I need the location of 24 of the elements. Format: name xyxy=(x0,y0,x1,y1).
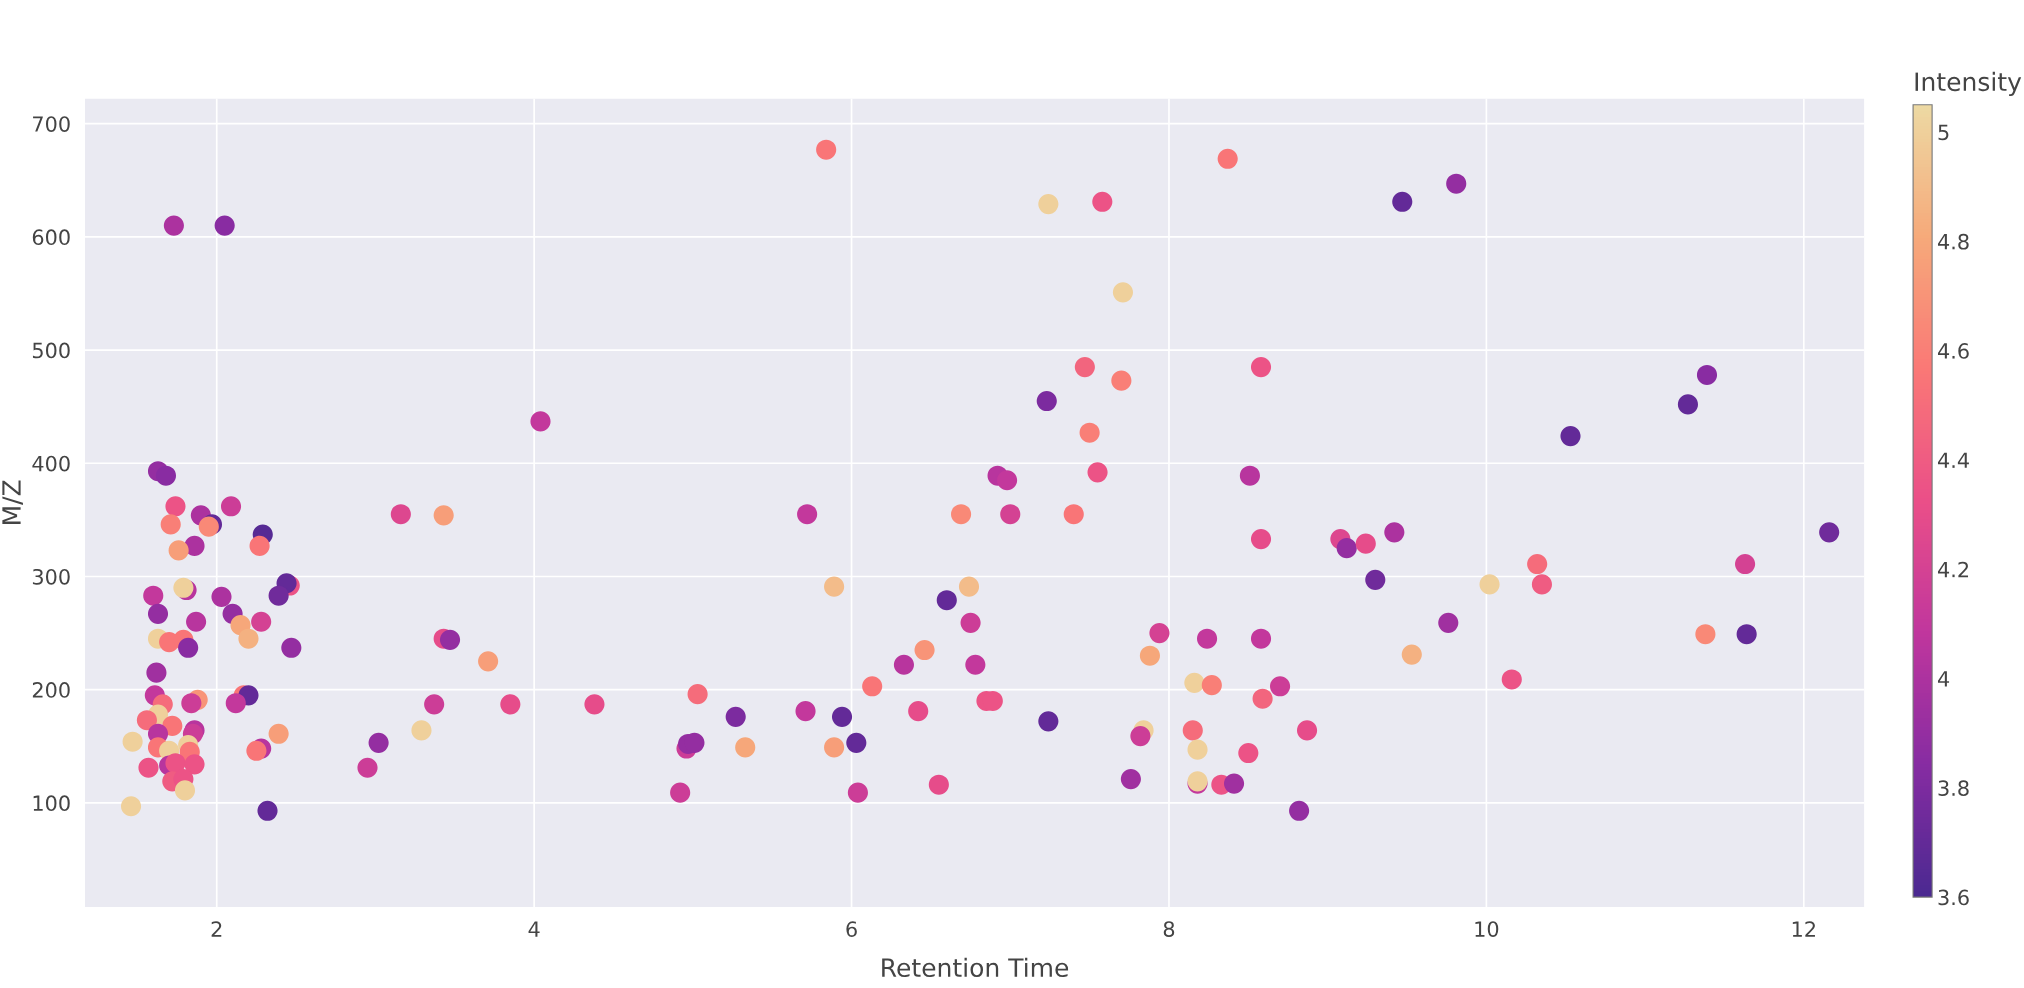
y-tick-label: 300 xyxy=(32,568,70,585)
x-tick-label: 6 xyxy=(846,921,857,937)
color-bar-title: Intensity xyxy=(1915,71,2022,97)
y-tick-label: 500 xyxy=(32,342,70,359)
y-tick-label: 200 xyxy=(32,682,70,698)
x-axis-title: Retention Time xyxy=(882,957,1069,978)
color-bar-label: 3.8 xyxy=(1938,780,1969,797)
color-bar-label: 4.2 xyxy=(1937,561,1969,578)
x-tick-label: 8 xyxy=(1163,921,1175,937)
y-tick-label: 700 xyxy=(33,116,70,132)
x-tick-label: 4 xyxy=(528,921,540,937)
y-tick-label: 400 xyxy=(32,455,70,472)
color-bar-label: 4 xyxy=(1937,671,1950,687)
color-bar-label: 4.6 xyxy=(1937,343,1969,359)
color-bar-label: 3.6 xyxy=(1938,889,1969,906)
color-bar-label: 5 xyxy=(1938,124,1949,141)
y-axis-title: M/Z xyxy=(2,480,23,524)
y-tick-label: 600 xyxy=(32,229,70,246)
x-tick-label: 12 xyxy=(1792,921,1815,937)
y-tick-label: 100 xyxy=(33,795,70,812)
x-tick-label: 10 xyxy=(1475,921,1499,937)
x-tick-label: 2 xyxy=(211,921,222,937)
color-bar-label: 4.4 xyxy=(1937,452,1969,468)
color-bar-label: 4.8 xyxy=(1937,233,1969,250)
